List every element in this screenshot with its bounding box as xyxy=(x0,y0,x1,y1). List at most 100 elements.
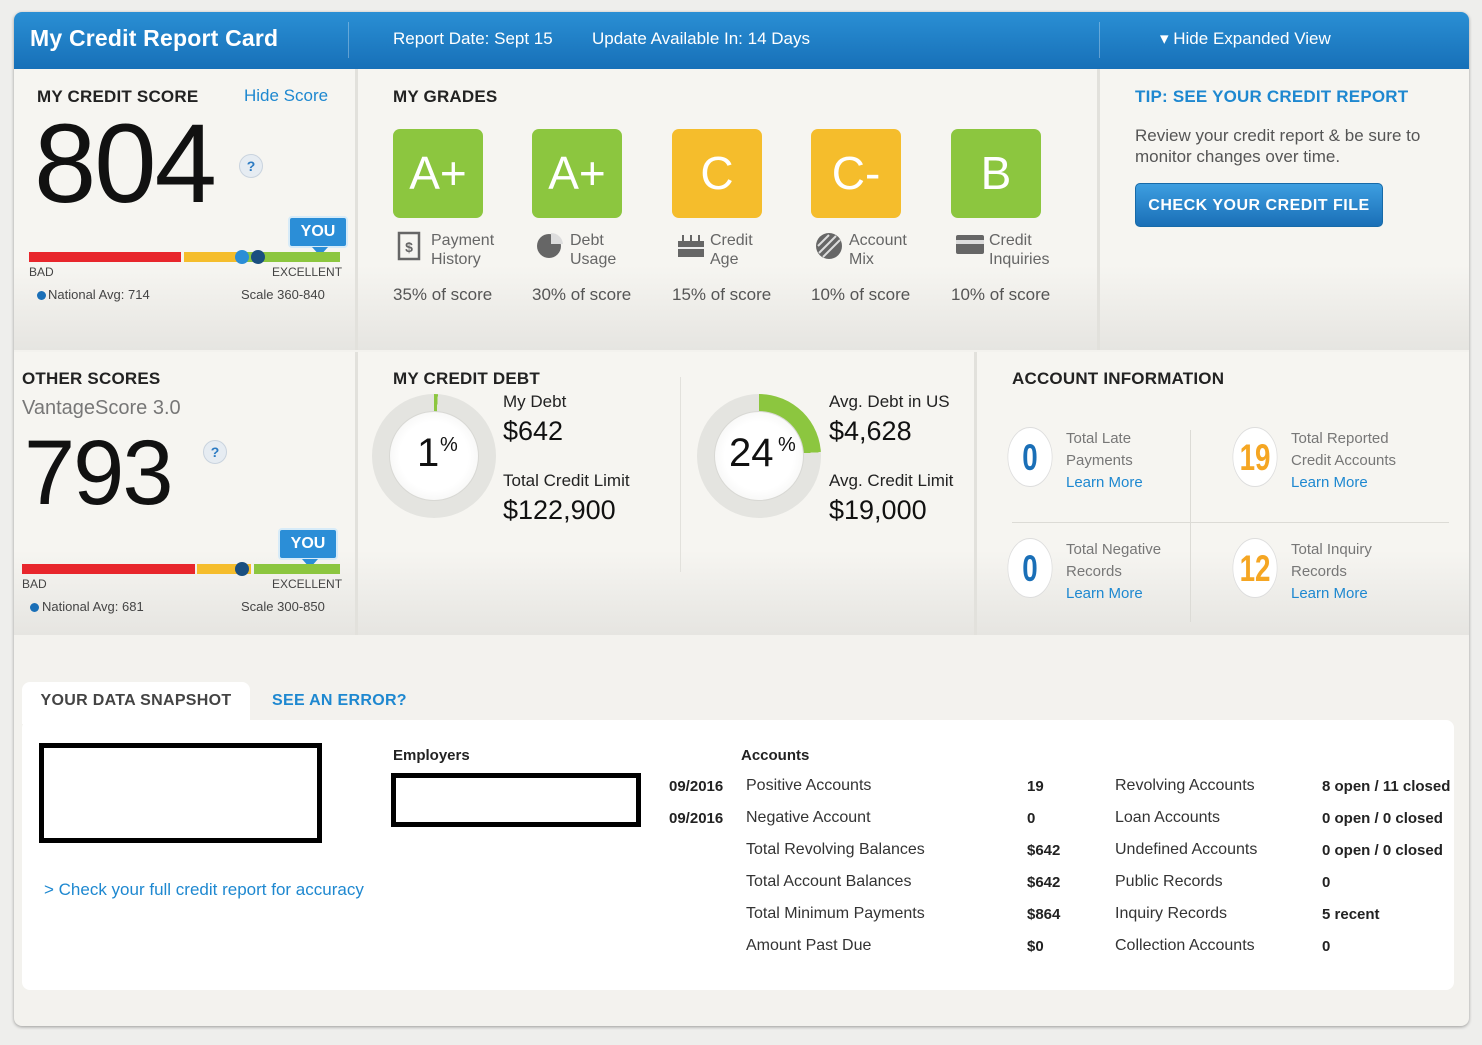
total-credit-limit-value: $122,900 xyxy=(503,495,616,525)
divider xyxy=(355,69,358,350)
ring-center xyxy=(714,411,804,501)
grade-label: Usage xyxy=(570,251,617,268)
header-divider xyxy=(1099,22,1100,58)
snapshot-row-label: Negative Account xyxy=(746,809,871,826)
grade-tile[interactable]: C xyxy=(672,129,762,218)
grade-label: Credit xyxy=(710,232,753,249)
learn-more-link[interactable]: Learn More xyxy=(1291,585,1368,602)
snapshot-row-label: Inquiry Records xyxy=(1115,905,1228,922)
account-date: 09/2016 xyxy=(669,778,724,795)
avg-credit-limit-value: $19,000 xyxy=(829,495,927,525)
snapshot-row-value: 0 open / 0 closed xyxy=(1322,842,1443,859)
grade-tile[interactable]: A+ xyxy=(393,129,483,218)
credit-report-card: My Credit Report Card Report Date: Sept … xyxy=(14,12,1469,1026)
grade-weight: 10% of score xyxy=(811,285,911,304)
legend-dot xyxy=(37,291,46,300)
hide-expanded-view-toggle[interactable]: ▾ Hide Expanded View xyxy=(1160,29,1331,48)
report-date: Report Date: Sept 15 xyxy=(393,29,553,48)
my-debt-label: My Debt xyxy=(503,392,567,411)
divider xyxy=(1190,430,1191,622)
total-credit-limit-label: Total Credit Limit xyxy=(503,471,630,490)
bad-label: BAD xyxy=(22,577,47,591)
tab-your-data-snapshot[interactable]: YOUR DATA SNAPSHOT xyxy=(22,682,250,724)
you-marker: YOU xyxy=(288,216,348,256)
us-usage-percent: 24 xyxy=(729,431,774,475)
snapshot-row-label: Collection Accounts xyxy=(1115,937,1255,954)
divider xyxy=(355,352,358,635)
grade-weight: 15% of score xyxy=(672,285,772,304)
grade-weight: 10% of score xyxy=(951,285,1051,304)
divider xyxy=(1097,69,1100,350)
grade-tile[interactable]: A+ xyxy=(532,129,622,218)
pie-icon xyxy=(535,231,563,258)
snapshot-row-value: 5 recent xyxy=(1322,906,1380,923)
section-heading: MY CREDIT SCORE xyxy=(37,87,199,106)
divider xyxy=(680,377,681,572)
credit-score-value: 804 xyxy=(34,101,217,226)
check-full-report-link[interactable]: > Check your full credit report for accu… xyxy=(44,880,364,899)
snapshot-row-value: 0 open / 0 closed xyxy=(1322,810,1443,827)
accounts-heading: Accounts xyxy=(741,747,810,764)
national-avg-marker xyxy=(235,250,249,264)
snapshot-row-value: $864 xyxy=(1027,906,1061,923)
employers-heading: Employers xyxy=(393,747,470,764)
help-icon[interactable]: ? xyxy=(239,154,263,178)
grade-label: Credit xyxy=(989,232,1032,249)
account-label: Records xyxy=(1066,563,1122,580)
my-usage-ring xyxy=(372,394,496,518)
bad-label: BAD xyxy=(29,265,54,279)
score-bar-excellent xyxy=(254,564,340,574)
grade-tile[interactable]: C- xyxy=(811,129,901,218)
score-bar-excellent xyxy=(243,252,340,262)
learn-more-link[interactable]: Learn More xyxy=(1066,585,1143,602)
header-bar: My Credit Report Card Report Date: Sept … xyxy=(14,12,1469,69)
snapshot-row-value: 0 xyxy=(1322,938,1331,955)
account-label: Credit Accounts xyxy=(1291,452,1397,469)
grade-label: Mix xyxy=(849,251,874,268)
card-icon xyxy=(954,231,984,257)
score-bar-fair xyxy=(197,564,251,574)
account-label: Total Inquiry xyxy=(1291,541,1372,558)
snapshot-row-value: 0 xyxy=(1027,810,1036,827)
avg-debt-label: Avg. Debt in US xyxy=(829,392,950,411)
snapshot-row-label: Positive Accounts xyxy=(746,777,872,794)
account-label: Total Reported xyxy=(1291,430,1389,447)
us-usage-ring xyxy=(697,394,821,518)
header-divider xyxy=(348,22,349,58)
tip-heading: TIP: SEE YOUR CREDIT REPORT xyxy=(1135,87,1409,106)
redacted-personal-info xyxy=(39,743,322,843)
page-title: My Credit Report Card xyxy=(30,25,279,51)
score-bar-bad xyxy=(22,564,195,574)
percent-sign: % xyxy=(778,434,796,456)
snapshot-row-label: Total Account Balances xyxy=(746,873,912,890)
tab-see-an-error[interactable]: SEE AN ERROR? xyxy=(272,692,407,709)
snapshot-row-label: Public Records xyxy=(1115,873,1223,890)
my-debt-value: $642 xyxy=(503,416,564,446)
grade-label: Age xyxy=(710,251,739,268)
snapshot-row-label: Amount Past Due xyxy=(746,937,872,954)
score-scale: Scale 360-840 xyxy=(241,287,325,302)
score-model: VantageScore 3.0 xyxy=(22,397,181,419)
hide-score-link[interactable]: Hide Score xyxy=(244,86,329,105)
avg-credit-limit-label: Avg. Credit Limit xyxy=(829,471,954,490)
snapshot-row-label: Loan Accounts xyxy=(1115,809,1220,826)
excellent-label: EXCELLENT xyxy=(272,265,343,279)
section-heading: OTHER SCORES xyxy=(22,369,161,388)
account-count: 0 xyxy=(1007,427,1053,487)
avg-debt-value: $4,628 xyxy=(829,416,912,446)
account-count: 12 xyxy=(1232,538,1278,598)
help-icon[interactable]: ? xyxy=(203,440,227,464)
national-average: National Avg: 714 xyxy=(48,287,150,302)
learn-more-link[interactable]: Learn More xyxy=(1066,474,1143,491)
score-bar-fair xyxy=(184,252,240,262)
check-credit-file-button[interactable]: CHECK YOUR CREDIT FILE xyxy=(1135,183,1383,227)
learn-more-link[interactable]: Learn More xyxy=(1291,474,1368,491)
snapshot-row-value: $642 xyxy=(1027,842,1061,859)
grade-label: History xyxy=(431,251,481,268)
account-label: Total Negative xyxy=(1066,541,1162,558)
national-average: National Avg: 681 xyxy=(42,599,144,614)
account-count: 19 xyxy=(1232,427,1278,487)
divider xyxy=(1012,522,1449,523)
grade-tile[interactable]: B xyxy=(951,129,1041,218)
tip-text: Review your credit report & be sure to m… xyxy=(1135,126,1421,166)
